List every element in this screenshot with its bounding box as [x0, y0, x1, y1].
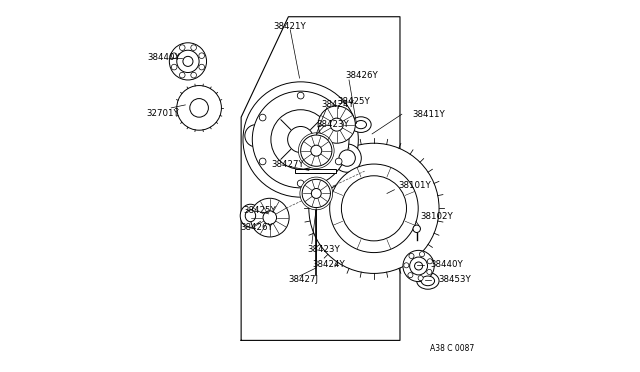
Circle shape: [404, 263, 409, 268]
Text: 38426Y: 38426Y: [346, 71, 378, 80]
Bar: [295, 169, 336, 173]
Text: 38101Y: 38101Y: [399, 182, 431, 190]
Circle shape: [298, 92, 304, 99]
Circle shape: [339, 150, 355, 166]
Text: 38424Y: 38424Y: [312, 260, 346, 269]
Text: 38453Y: 38453Y: [438, 275, 471, 284]
Text: 38427Y: 38427Y: [271, 160, 305, 169]
Ellipse shape: [355, 121, 367, 129]
Circle shape: [263, 211, 276, 224]
Text: 38102Y: 38102Y: [420, 212, 453, 221]
Circle shape: [408, 273, 413, 278]
Circle shape: [300, 177, 333, 210]
Text: 38440Y: 38440Y: [431, 260, 463, 269]
Circle shape: [318, 106, 355, 143]
Circle shape: [419, 251, 424, 257]
Text: 38440Y: 38440Y: [147, 53, 180, 62]
Circle shape: [409, 253, 414, 259]
Circle shape: [172, 64, 177, 70]
Circle shape: [330, 164, 418, 253]
Circle shape: [252, 91, 349, 188]
Circle shape: [335, 158, 342, 165]
Circle shape: [191, 72, 196, 78]
Text: 38425Y: 38425Y: [338, 97, 371, 106]
Circle shape: [413, 225, 420, 232]
Circle shape: [427, 269, 432, 275]
Circle shape: [403, 250, 434, 282]
Circle shape: [287, 126, 314, 153]
Circle shape: [177, 50, 199, 73]
Circle shape: [341, 176, 406, 241]
Circle shape: [335, 114, 342, 121]
Circle shape: [301, 135, 332, 166]
Circle shape: [190, 99, 209, 117]
Ellipse shape: [240, 204, 260, 227]
Text: 38424Y: 38424Y: [322, 100, 355, 109]
Text: 38427J: 38427J: [289, 275, 318, 284]
Circle shape: [415, 262, 422, 270]
Circle shape: [298, 180, 304, 187]
Circle shape: [302, 179, 330, 208]
Text: 38423Y: 38423Y: [316, 120, 349, 129]
Circle shape: [311, 189, 321, 198]
Circle shape: [179, 45, 185, 51]
Circle shape: [298, 133, 334, 169]
Circle shape: [259, 158, 266, 165]
Circle shape: [250, 198, 289, 237]
Circle shape: [191, 45, 196, 51]
Ellipse shape: [245, 210, 255, 222]
Circle shape: [259, 114, 266, 121]
Text: 38421Y: 38421Y: [273, 22, 307, 31]
Circle shape: [177, 86, 221, 130]
Circle shape: [418, 276, 423, 280]
Circle shape: [428, 259, 433, 264]
Circle shape: [311, 145, 322, 156]
Circle shape: [243, 82, 358, 197]
Text: 38425Y: 38425Y: [244, 206, 276, 215]
Circle shape: [172, 53, 177, 58]
Text: 38411Y: 38411Y: [412, 110, 445, 119]
Circle shape: [330, 118, 343, 131]
Circle shape: [179, 72, 185, 78]
Circle shape: [170, 43, 207, 80]
Text: A38 C 0087: A38 C 0087: [429, 344, 474, 353]
Circle shape: [333, 144, 362, 172]
Text: 38423Y: 38423Y: [307, 245, 340, 254]
Text: 38426Y: 38426Y: [240, 223, 273, 232]
Circle shape: [199, 64, 205, 70]
Circle shape: [183, 56, 193, 66]
Circle shape: [245, 125, 267, 147]
Text: 32701Y: 32701Y: [146, 109, 179, 118]
Circle shape: [309, 143, 439, 273]
Ellipse shape: [417, 272, 439, 289]
Circle shape: [410, 257, 428, 275]
Ellipse shape: [421, 276, 435, 286]
Ellipse shape: [351, 117, 371, 132]
Circle shape: [199, 53, 205, 58]
Circle shape: [271, 110, 330, 169]
